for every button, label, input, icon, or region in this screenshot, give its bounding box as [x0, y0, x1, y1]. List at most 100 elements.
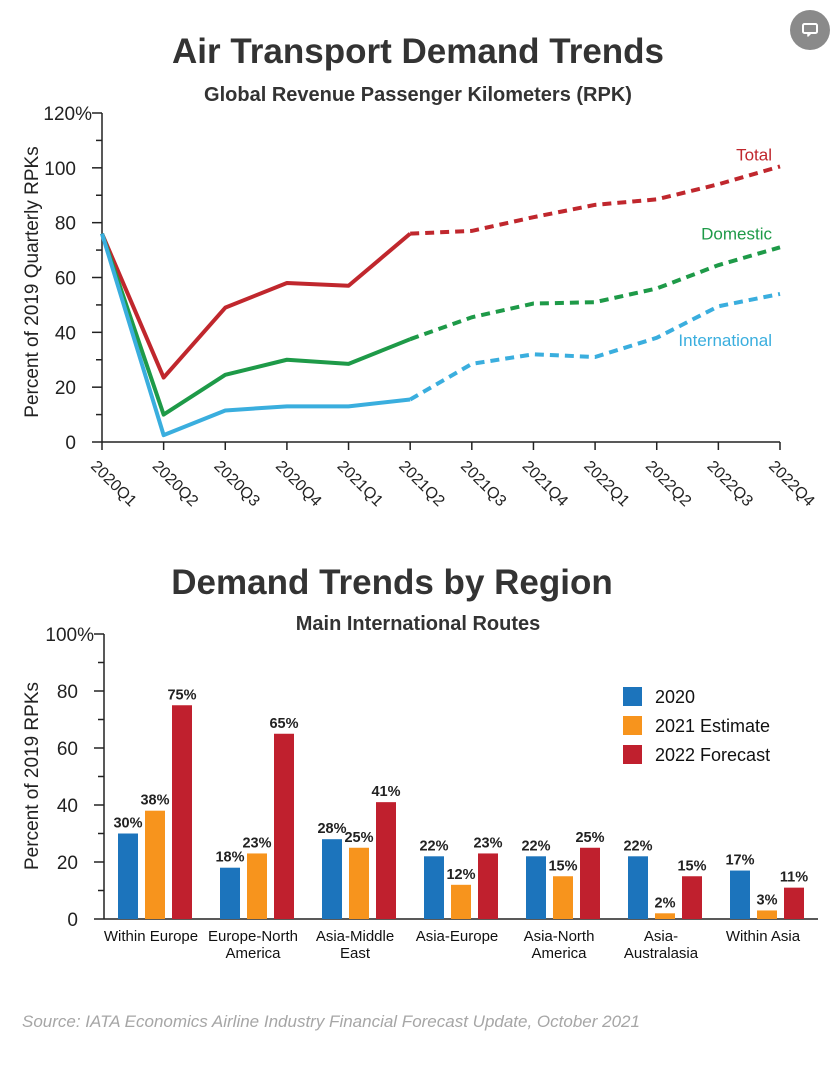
x-tick-label: 2021Q2	[395, 458, 447, 510]
comment-icon	[802, 23, 818, 37]
x-tick-label: 2021Q1	[334, 458, 386, 510]
bar-value-label: 22%	[521, 838, 550, 854]
y-tick-label: 120%	[43, 104, 92, 125]
bar-value-label: 11%	[780, 870, 808, 886]
legend-swatch	[623, 687, 642, 706]
line-chart-y-axis-label: Percent of 2019 Quarterly RPKs	[22, 146, 43, 417]
legend-swatch	[623, 745, 642, 764]
category-label: Europe-North	[208, 928, 298, 945]
bar	[118, 833, 138, 919]
bar-value-label: 17%	[725, 853, 754, 869]
bar-value-label: 22%	[419, 838, 448, 854]
bar-value-label: 23%	[473, 835, 502, 851]
category-label: America	[531, 945, 587, 962]
y-tick-label: 100	[44, 159, 76, 180]
bar	[628, 856, 648, 919]
bar	[451, 884, 471, 919]
y-tick-label: 40	[57, 796, 78, 817]
series-label: Domestic	[701, 224, 772, 243]
line-chart: Air Transport Demand Trends Global Reven…	[22, 32, 818, 510]
bar-chart-y-axis-label: Percent of 2019 RPKs	[22, 682, 43, 870]
y-tick-label: 0	[65, 433, 76, 454]
y-tick-label: 20	[57, 853, 78, 874]
bar-value-label: 65%	[269, 716, 298, 732]
comment-button[interactable]	[790, 10, 830, 50]
bar	[424, 856, 444, 919]
bar	[478, 853, 498, 919]
category-label: Australasia	[624, 945, 699, 962]
category-label: East	[340, 945, 371, 962]
bar-value-label: 75%	[167, 687, 196, 703]
bar	[376, 802, 396, 919]
category-label: Asia-Middle	[316, 928, 394, 945]
y-tick-label: 40	[55, 323, 76, 344]
x-tick-label: 2020Q3	[210, 458, 262, 510]
bar-value-label: 22%	[623, 838, 652, 854]
bar	[145, 810, 165, 919]
legend-swatch	[623, 716, 642, 735]
bar-value-label: 25%	[575, 830, 604, 846]
bar	[172, 705, 192, 919]
source-note: Source: IATA Economics Airline Industry …	[22, 1012, 640, 1031]
bar	[655, 913, 675, 919]
bar	[553, 876, 573, 919]
category-label: Asia-Europe	[416, 928, 499, 945]
series-line-actual	[100, 232, 412, 380]
series-line-actual	[100, 232, 411, 417]
bar	[580, 847, 600, 919]
legend-label: 2022 Forecast	[655, 745, 770, 765]
bar	[274, 733, 294, 919]
category-label: Asia-North	[524, 928, 595, 945]
line-chart-subtitle: Global Revenue Passenger Kilometers (RPK…	[204, 84, 632, 106]
category-label: Within Europe	[104, 928, 198, 945]
bar	[682, 876, 702, 919]
series-line-actual	[100, 233, 411, 438]
category-label: Within Asia	[726, 928, 801, 945]
legend-label: 2021 Estimate	[655, 716, 770, 736]
bar-value-label: 12%	[446, 867, 475, 883]
x-tick-label: 2022Q4	[765, 458, 817, 510]
bar-value-label: 28%	[317, 821, 346, 837]
y-tick-label: 20	[55, 378, 76, 399]
bar-value-label: 38%	[140, 793, 169, 809]
category-label: Asia-	[644, 928, 678, 945]
bar-value-label: 3%	[757, 892, 778, 908]
series-label: International	[678, 331, 772, 350]
series-line-forecast	[409, 245, 781, 342]
bar-value-label: 30%	[113, 816, 142, 832]
bar	[220, 867, 240, 919]
bar-chart: Demand Trends by Region Main Internation…	[22, 563, 818, 962]
y-tick-label: 60	[55, 269, 76, 290]
x-tick-label: 2022Q2	[642, 458, 694, 510]
x-tick-label: 2021Q3	[457, 458, 509, 510]
y-tick-label: 80	[57, 682, 78, 703]
x-tick-label: 2020Q4	[272, 458, 324, 510]
x-tick-label: 2021Q4	[519, 458, 571, 510]
bar-value-label: 2%	[655, 895, 676, 911]
bar-value-label: 25%	[344, 830, 373, 846]
bar-value-label: 18%	[215, 850, 244, 866]
category-label: America	[225, 945, 281, 962]
bar	[526, 856, 546, 919]
bar-value-label: 15%	[677, 858, 706, 874]
bar-value-label: 41%	[371, 784, 400, 800]
bar	[349, 847, 369, 919]
x-tick-label: 2022Q3	[704, 458, 756, 510]
x-tick-label: 2020Q1	[87, 458, 139, 510]
bar-chart-subtitle: Main International Routes	[296, 613, 540, 635]
bar	[784, 887, 804, 919]
bar	[322, 839, 342, 919]
line-chart-title: Air Transport Demand Trends	[172, 32, 664, 71]
x-tick-label: 2022Q1	[580, 458, 632, 510]
bar-value-label: 23%	[242, 835, 271, 851]
y-tick-label: 0	[67, 910, 78, 931]
series-label: Total	[736, 145, 772, 164]
bar	[757, 910, 777, 919]
bar	[247, 853, 267, 919]
y-tick-label: 80	[55, 214, 76, 235]
bar-value-label: 15%	[548, 858, 577, 874]
legend-label: 2020	[655, 687, 695, 707]
bar-chart-title: Demand Trends by Region	[171, 563, 612, 602]
y-tick-label: 60	[57, 739, 78, 760]
y-tick-label: 100%	[45, 625, 94, 646]
